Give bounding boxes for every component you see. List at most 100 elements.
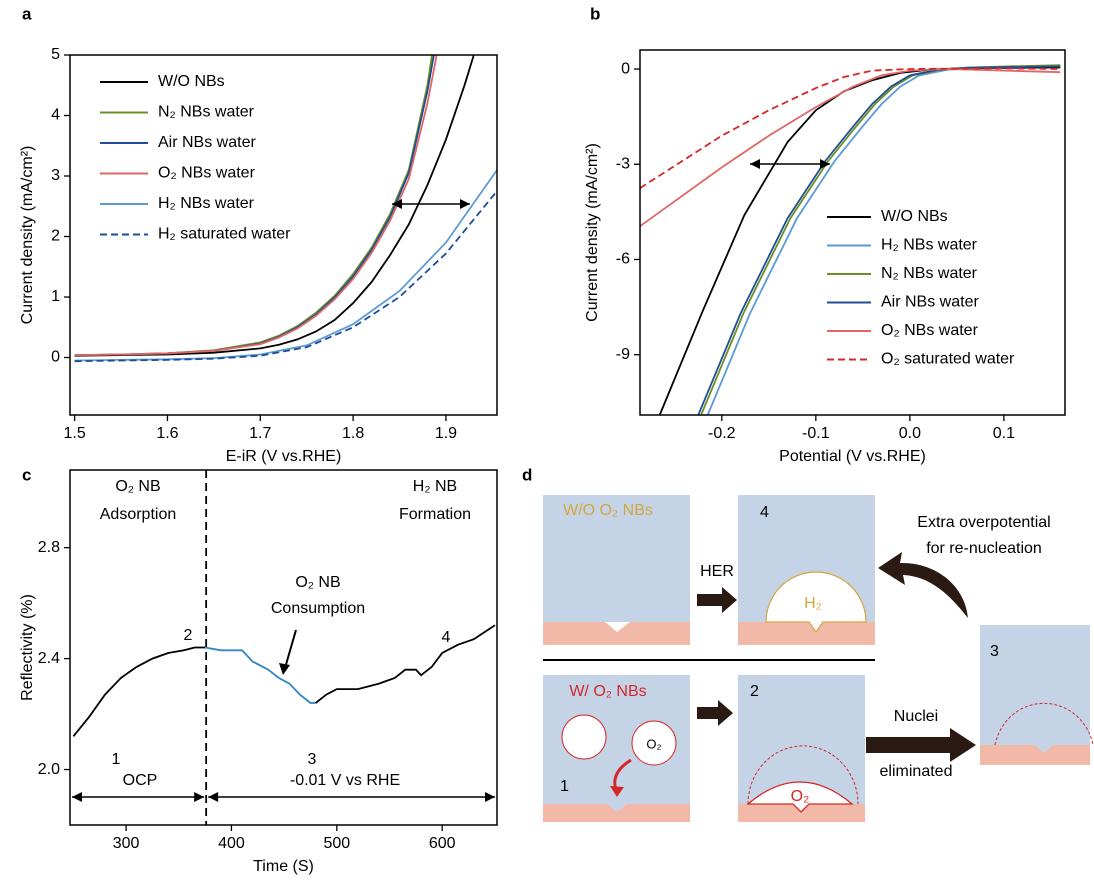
box (980, 625, 1090, 765)
h2-bubble (765, 571, 867, 634)
legend-label: H₂ NBs water (158, 195, 255, 212)
data-line (639, 68, 1061, 227)
label: 4 (760, 504, 769, 521)
x-tick-label: -0.2 (708, 425, 736, 442)
annotation: 2 (184, 627, 193, 644)
legend-label: N₂ NBs water (158, 104, 255, 121)
label: for re-nucleation (926, 540, 1042, 557)
y-tick-label: 2.8 (38, 539, 60, 556)
annotation: O₂ NB (115, 478, 160, 495)
arrowhead (279, 663, 290, 675)
bubble (631, 720, 677, 766)
annotation: Adsorption (100, 506, 177, 523)
label: 3 (990, 643, 999, 660)
data-line (74, 54, 438, 356)
panel-label: a (22, 4, 32, 23)
y-tick-label: 3 (51, 167, 60, 184)
substrate (738, 622, 875, 645)
y-tick-label: 1 (51, 288, 60, 305)
notch (1035, 745, 1053, 753)
substrate (738, 804, 865, 822)
annotation: H₂ NB (413, 478, 457, 495)
annotation: OCP (123, 772, 158, 789)
label: O₂ (791, 788, 810, 805)
y-axis-title: Reflectivity (%) (19, 594, 36, 701)
panel-label: b (590, 4, 600, 23)
x-axis-title: E-iR (V vs.RHE) (226, 448, 342, 465)
data-line (74, 54, 435, 356)
label: H₂ (804, 595, 822, 612)
y-tick-label: 2 (51, 228, 60, 245)
annotation: O₂ NB (295, 574, 340, 591)
data-line (697, 65, 1061, 416)
x-tick-label: -0.1 (802, 425, 830, 442)
legend-label: O₂ saturated water (881, 351, 1015, 368)
y-tick-label: 0 (621, 60, 630, 77)
plot-frame (69, 469, 498, 826)
x-tick-label: 0.0 (899, 425, 921, 442)
arrowhead (750, 159, 830, 169)
legend-label: H₂ saturated water (158, 226, 291, 243)
bubble (561, 714, 607, 760)
x-tick-label: 500 (323, 835, 350, 852)
arrowhead (610, 786, 624, 797)
annotation: Formation (399, 506, 471, 523)
x-tick-label: 0.1 (993, 425, 1015, 442)
y-tick-label: 0 (51, 349, 60, 366)
data-line (74, 54, 475, 357)
legend-label: W/O NBs (158, 73, 225, 90)
o2-film (746, 781, 854, 813)
x-axis-title: Time (S) (253, 858, 314, 875)
label: 1 (560, 778, 569, 795)
y-tick-label: -3 (616, 155, 630, 172)
y-tick-label: 5 (51, 46, 60, 63)
annotation: -0.01 V vs RHE (290, 772, 400, 789)
x-axis-title: Potential (V vs.RHE) (779, 448, 926, 465)
data-line (639, 67, 1061, 189)
arrow (878, 552, 968, 618)
legend-label: Air NBs water (881, 294, 979, 311)
data-line (315, 624, 496, 704)
arrow (697, 700, 733, 726)
x-tick-label: 1.8 (342, 425, 364, 442)
substrate (543, 622, 690, 645)
notch (607, 804, 627, 812)
label: Nuclei (894, 708, 938, 725)
data-line (204, 646, 316, 704)
arrow (866, 728, 976, 762)
label: W/ O₂ NBs (569, 683, 646, 700)
annotation: 4 (442, 629, 451, 646)
plot-frame (69, 54, 498, 416)
label: HER (700, 563, 734, 580)
data-line (74, 190, 498, 363)
annotation: Consumption (271, 600, 365, 617)
data-line (72, 646, 206, 737)
plot-frame (639, 49, 1066, 416)
substrate (543, 804, 690, 822)
x-tick-label: 400 (218, 835, 245, 852)
x-tick-label: 1.9 (435, 425, 457, 442)
arc (747, 745, 859, 805)
y-tick-label: 2.4 (38, 650, 60, 667)
substrate (980, 745, 1090, 765)
diagram: d W/O O₂ NBs HER 4 H₂ Extra overpotentia… (522, 465, 1094, 822)
legend-label: O₂ NBs water (881, 322, 979, 339)
legend-label: N₂ NBs water (881, 265, 978, 282)
annotation: 1 (112, 751, 121, 768)
arrow (697, 587, 737, 613)
legend-label: W/O NBs (881, 208, 948, 225)
legend-label: H₂ NBs water (881, 237, 978, 254)
legend-label: O₂ NBs water (158, 165, 256, 182)
notch (605, 622, 630, 632)
x-tick-label: 600 (429, 835, 456, 852)
panel-label: d (522, 465, 532, 484)
annotation-arrow (284, 629, 297, 669)
label: O₂ (646, 736, 661, 751)
label: 2 (750, 683, 759, 700)
x-tick-label: 300 (113, 835, 140, 852)
label: W/O O₂ NBs (563, 502, 653, 519)
y-axis-title: Current density (mA/cm²) (584, 143, 601, 322)
annotation: 3 (308, 751, 317, 768)
x-tick-label: 1.6 (156, 425, 178, 442)
